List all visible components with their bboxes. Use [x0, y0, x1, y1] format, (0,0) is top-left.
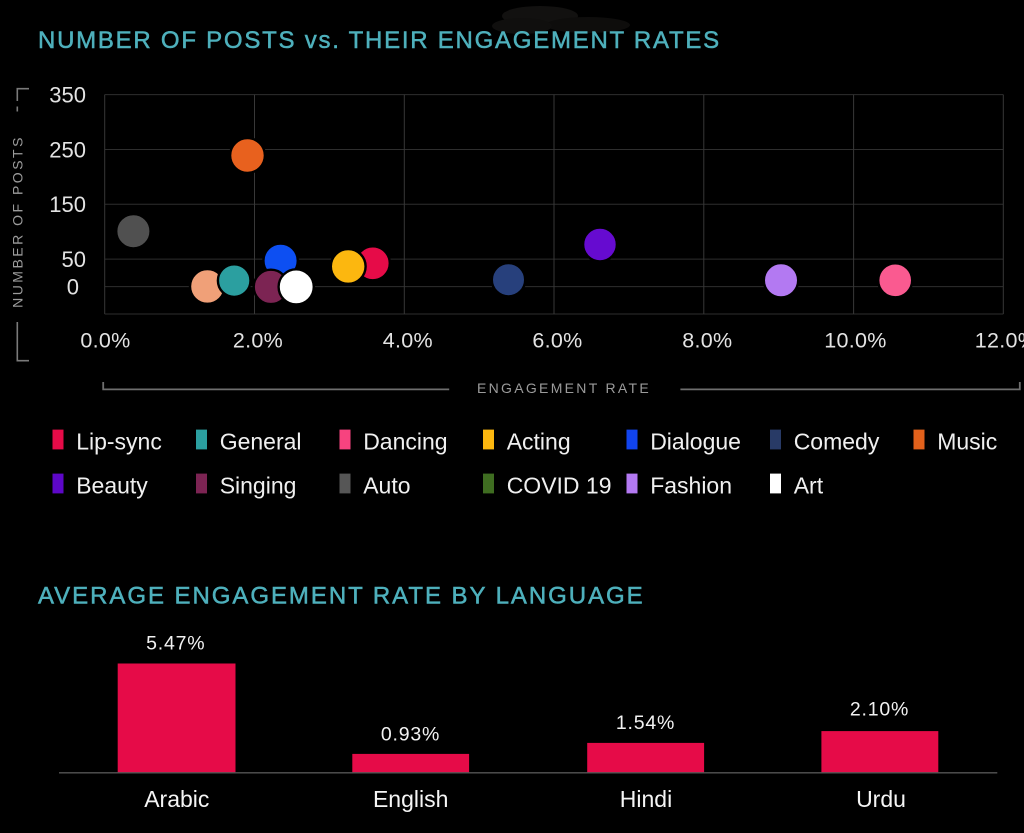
- svg-text:Music: Music: [937, 428, 997, 454]
- svg-text:Singing: Singing: [220, 472, 297, 498]
- svg-text:5.47%: 5.47%: [146, 633, 205, 655]
- svg-text:Fashion: Fashion: [650, 472, 732, 498]
- svg-text:1.54%: 1.54%: [616, 712, 675, 734]
- svg-text:Comedy: Comedy: [794, 428, 880, 454]
- svg-text:6.0%: 6.0%: [532, 329, 582, 353]
- svg-text:250: 250: [49, 137, 86, 162]
- svg-text:350: 350: [49, 83, 86, 108]
- svg-text:COVID 19: COVID 19: [507, 472, 612, 498]
- svg-text:English: English: [373, 786, 448, 812]
- svg-text:Acting: Acting: [507, 428, 571, 454]
- svg-text:NUMBER OF POSTS: NUMBER OF POSTS: [10, 135, 26, 308]
- svg-text:2.0%: 2.0%: [233, 329, 283, 353]
- svg-text:Dancing: Dancing: [363, 428, 447, 454]
- svg-text:150: 150: [49, 192, 86, 217]
- svg-text:Beauty: Beauty: [76, 472, 148, 498]
- svg-text:General: General: [220, 428, 302, 454]
- svg-text:2.10%: 2.10%: [850, 698, 909, 720]
- svg-text:Urdu: Urdu: [856, 786, 906, 812]
- svg-text:ENGAGEMENT RATE: ENGAGEMENT RATE: [477, 380, 651, 396]
- svg-text:50: 50: [62, 247, 86, 272]
- svg-text:AVERAGE ENGAGEMENT RATE BY LAN: AVERAGE ENGAGEMENT RATE BY LANGUAGE: [38, 582, 645, 609]
- svg-text:0: 0: [67, 275, 79, 300]
- svg-text:Hindi: Hindi: [620, 786, 672, 812]
- svg-text:0.0%: 0.0%: [80, 329, 130, 353]
- svg-text:12.0%: 12.0%: [975, 329, 1024, 353]
- svg-text:Dialogue: Dialogue: [650, 428, 741, 454]
- svg-text:Art: Art: [794, 472, 824, 498]
- svg-text:Auto: Auto: [363, 472, 410, 498]
- svg-text:4.0%: 4.0%: [383, 329, 433, 353]
- svg-text:Arabic: Arabic: [144, 786, 209, 812]
- svg-text:10.0%: 10.0%: [824, 329, 886, 353]
- svg-text:8.0%: 8.0%: [682, 329, 732, 353]
- svg-text:0.93%: 0.93%: [381, 724, 440, 746]
- svg-text:NUMBER OF POSTS vs. THEIR ENGA: NUMBER OF POSTS vs. THEIR ENGAGEMENT RAT…: [38, 27, 721, 54]
- svg-text:Lip-sync: Lip-sync: [76, 428, 162, 454]
